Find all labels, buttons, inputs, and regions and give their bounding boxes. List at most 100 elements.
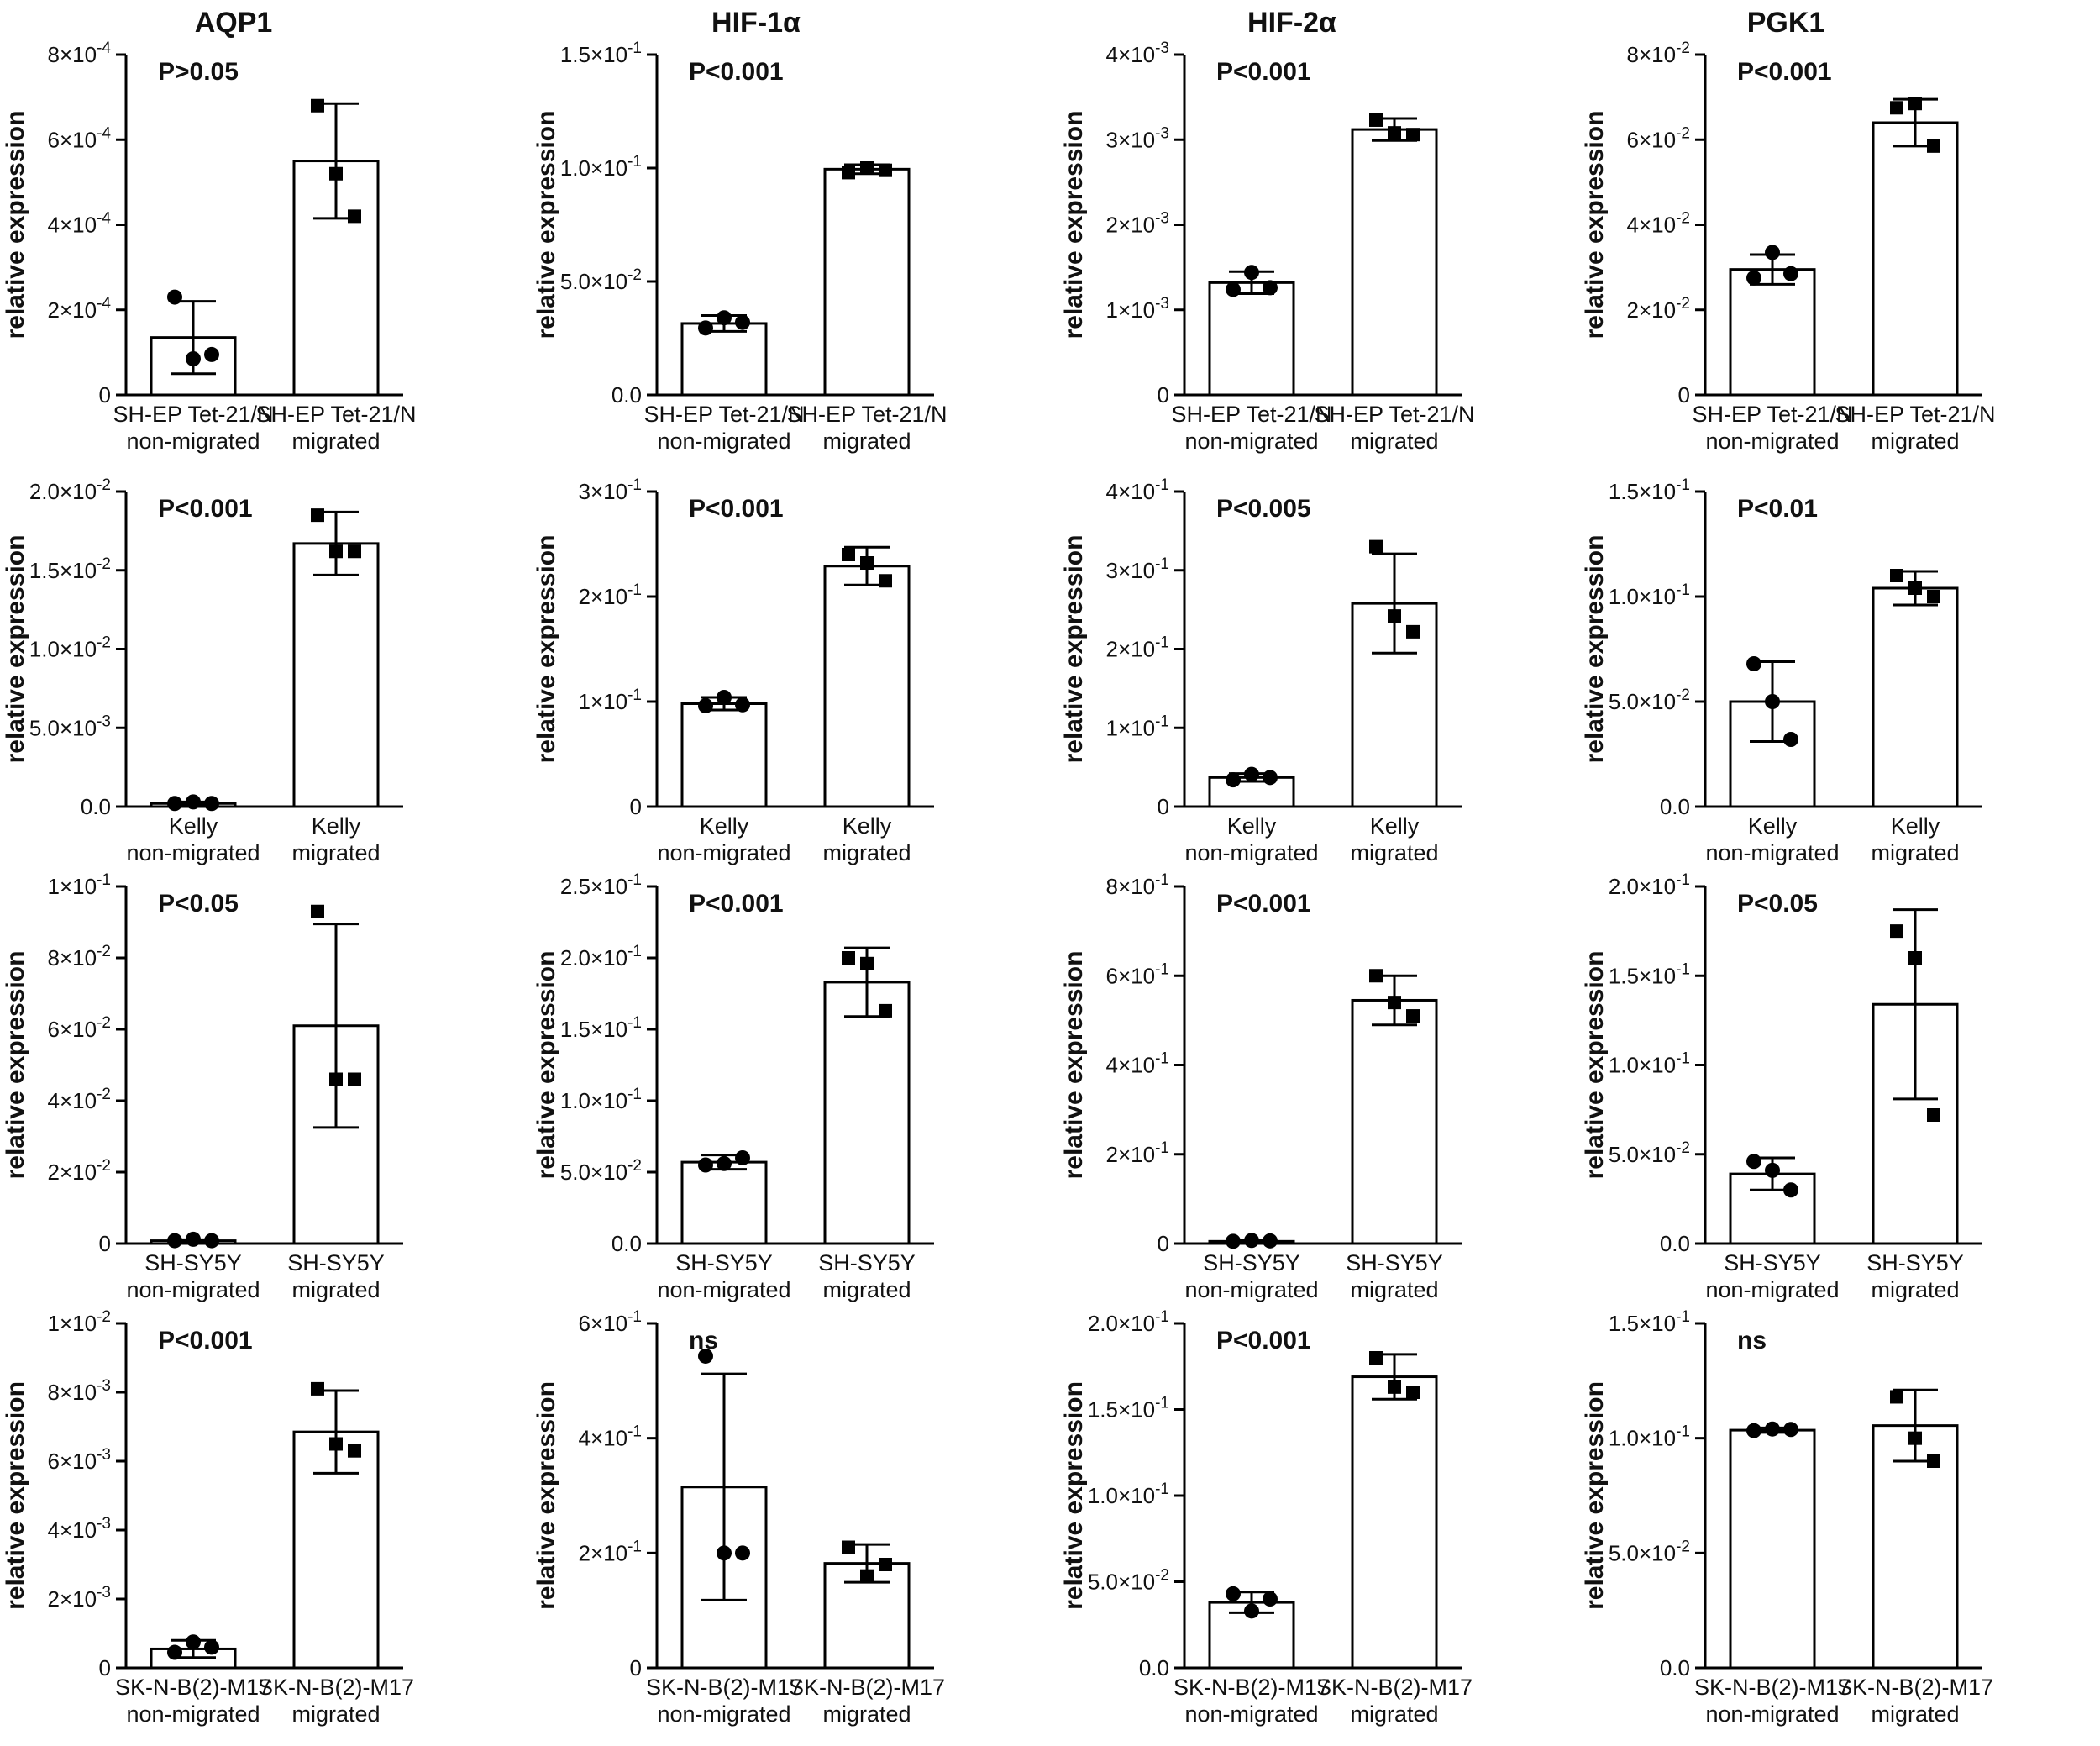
- bar: [1351, 1375, 1438, 1670]
- chart-panel: 0.0 5.0×10-2 1.0×10-1 1.5×10-1 relative expr…: [1581, 476, 1982, 865]
- data-point-circle: [186, 794, 201, 810]
- bar: [1729, 1172, 1816, 1245]
- chart-panel: 0.0 5.0×10-2 1.0×10-1 1.5×10-1 relative expr…: [1581, 1308, 1993, 1727]
- bar: [1351, 128, 1438, 397]
- p-value-label: P<0.001: [1737, 58, 1832, 86]
- data-point-circle: [167, 289, 182, 305]
- y-tick-label: 4×10-1: [1106, 1050, 1169, 1078]
- y-tick-label: 0.0: [1139, 1655, 1169, 1680]
- bar: [823, 981, 911, 1245]
- y-tick-label: 3×10-3: [1106, 124, 1169, 152]
- chart-panel: 0 2×10-4 4×10-4 6×10-4 8×10-4 relative expres…: [2, 39, 417, 454]
- y-tick-label: 2×10-3: [48, 1584, 111, 1612]
- data-point-square: [311, 1381, 324, 1396]
- data-point-circle: [717, 1155, 732, 1171]
- y-tick-label: 6×10-4: [48, 124, 112, 152]
- data-point-circle: [1244, 265, 1259, 281]
- y-tick-label: 1.0×10-1: [1609, 581, 1690, 609]
- p-value-label: P<0.001: [158, 1327, 253, 1354]
- y-tick-label: 8×10-2: [48, 943, 111, 970]
- y-tick-label: 8×10-4: [48, 39, 112, 67]
- y-tick-label: 3×10-1: [579, 476, 642, 504]
- y-tick-label: 4×10-1: [1106, 476, 1169, 504]
- y-tick-label: 0: [630, 1655, 642, 1680]
- chart-panel: 0.0 5.0×10-2 1.0×10-1 1.5×10-1 2.0×10-1 relat…: [1581, 871, 1982, 1302]
- y-tick-label: 4×10-3: [1106, 39, 1169, 67]
- y-tick-label: 6×10-1: [579, 1308, 642, 1336]
- data-point-square: [311, 904, 324, 918]
- y-tick-label: 1.5×10-1: [1609, 476, 1690, 504]
- y-tick-label: 2.0×10-2: [29, 476, 111, 504]
- y-tick-label: 1.5×10-1: [1609, 960, 1690, 988]
- data-point-circle: [1746, 656, 1761, 671]
- x-category-label: SH-EP Tet-21/N migrated: [255, 402, 416, 454]
- chart-panel: 0 2×10-1 4×10-1 6×10-1 8×10-1 relative expres…: [1060, 871, 1462, 1302]
- y-tick-label: 4×10-2: [48, 1086, 111, 1113]
- chart-panel: 0 2×10-2 4×10-2 6×10-2 8×10-2 1×10-1 relative …: [2, 871, 403, 1302]
- data-point-square: [1369, 113, 1383, 127]
- bar: [1208, 281, 1295, 397]
- y-tick-label: 0: [1158, 1231, 1169, 1256]
- data-point-square: [879, 1558, 892, 1571]
- y-tick-label: 1.0×10-2: [29, 634, 111, 662]
- bar: [1872, 121, 1959, 397]
- bar: [680, 702, 768, 808]
- data-point-square: [1406, 128, 1420, 142]
- data-point-circle: [1765, 694, 1780, 709]
- y-tick-label: 2×10-3: [1106, 210, 1169, 238]
- data-point-square: [1927, 1454, 1940, 1468]
- data-point-circle: [204, 346, 219, 362]
- y-tick-label: 6×10-2: [1627, 124, 1690, 152]
- data-point-square: [860, 161, 874, 175]
- chart-panel: 0.0 5.0×10-2 1.0×10-1 1.5×10-1 relative expr…: [533, 39, 948, 454]
- y-tick-label: 0: [1158, 794, 1169, 819]
- y-tick-label: 1.5×10-1: [560, 39, 642, 67]
- y-tick-label: 0.0: [1660, 794, 1690, 819]
- bar: [1872, 586, 1959, 808]
- data-point-circle: [1226, 1586, 1241, 1601]
- x-category-label: Kelly migrated: [822, 813, 911, 865]
- data-point-circle: [717, 1545, 732, 1561]
- data-point-square: [860, 956, 874, 970]
- data-point-circle: [1263, 770, 1278, 786]
- p-value-label: P<0.001: [1216, 58, 1311, 86]
- data-point-square: [348, 1072, 361, 1086]
- data-point-circle: [735, 1150, 750, 1165]
- bar: [1729, 1428, 1816, 1670]
- data-point-square: [1927, 590, 1940, 603]
- data-point-circle: [204, 1233, 219, 1249]
- y-tick-label: 3×10-1: [1106, 555, 1169, 583]
- data-point-circle: [1244, 1603, 1259, 1619]
- p-value-label: P<0.001: [1216, 890, 1311, 918]
- y-axis-label: relative expression: [533, 535, 560, 764]
- data-point-circle: [1783, 732, 1798, 747]
- y-axis-label: relative expression: [533, 111, 560, 339]
- p-value-label: P>0.05: [158, 58, 239, 86]
- y-tick-label: 0.0: [612, 382, 642, 408]
- y-tick-label: 2.0×10-1: [1088, 1308, 1169, 1336]
- data-point-circle: [1226, 772, 1241, 788]
- y-tick-label: 2.0×10-1: [560, 943, 642, 970]
- data-point-circle: [735, 314, 750, 330]
- bar: [823, 565, 911, 808]
- y-tick-label: 6×10-2: [48, 1014, 111, 1042]
- data-point-square: [1369, 969, 1383, 983]
- column-title-aqp1: AQP1: [195, 7, 273, 39]
- y-tick-label: 1.5×10-2: [29, 555, 111, 583]
- x-category-label: SH-SY5Y migrated: [287, 1250, 385, 1302]
- data-point-circle: [1765, 1421, 1780, 1437]
- y-axis-label: relative expression: [1060, 111, 1088, 339]
- x-category-label: SH-EP Tet-21/N non-migrated: [113, 402, 273, 454]
- data-point-circle: [186, 1231, 201, 1247]
- data-point-square: [1908, 951, 1922, 965]
- y-axis-label: relative expression: [2, 535, 29, 764]
- p-value-label: P<0.05: [158, 890, 239, 918]
- x-category-label: Kelly non-migrated: [1184, 813, 1318, 865]
- data-point-circle: [167, 1644, 182, 1660]
- column-title-hif1a: HIF-1α: [711, 7, 801, 39]
- p-value-label: P<0.005: [1216, 495, 1311, 523]
- data-point-circle: [698, 320, 713, 336]
- chart-panel: 0.0 5.0×10-2 1.0×10-1 1.5×10-1 2.0×10-1 relat…: [1060, 1308, 1473, 1727]
- data-point-circle: [1263, 1233, 1278, 1249]
